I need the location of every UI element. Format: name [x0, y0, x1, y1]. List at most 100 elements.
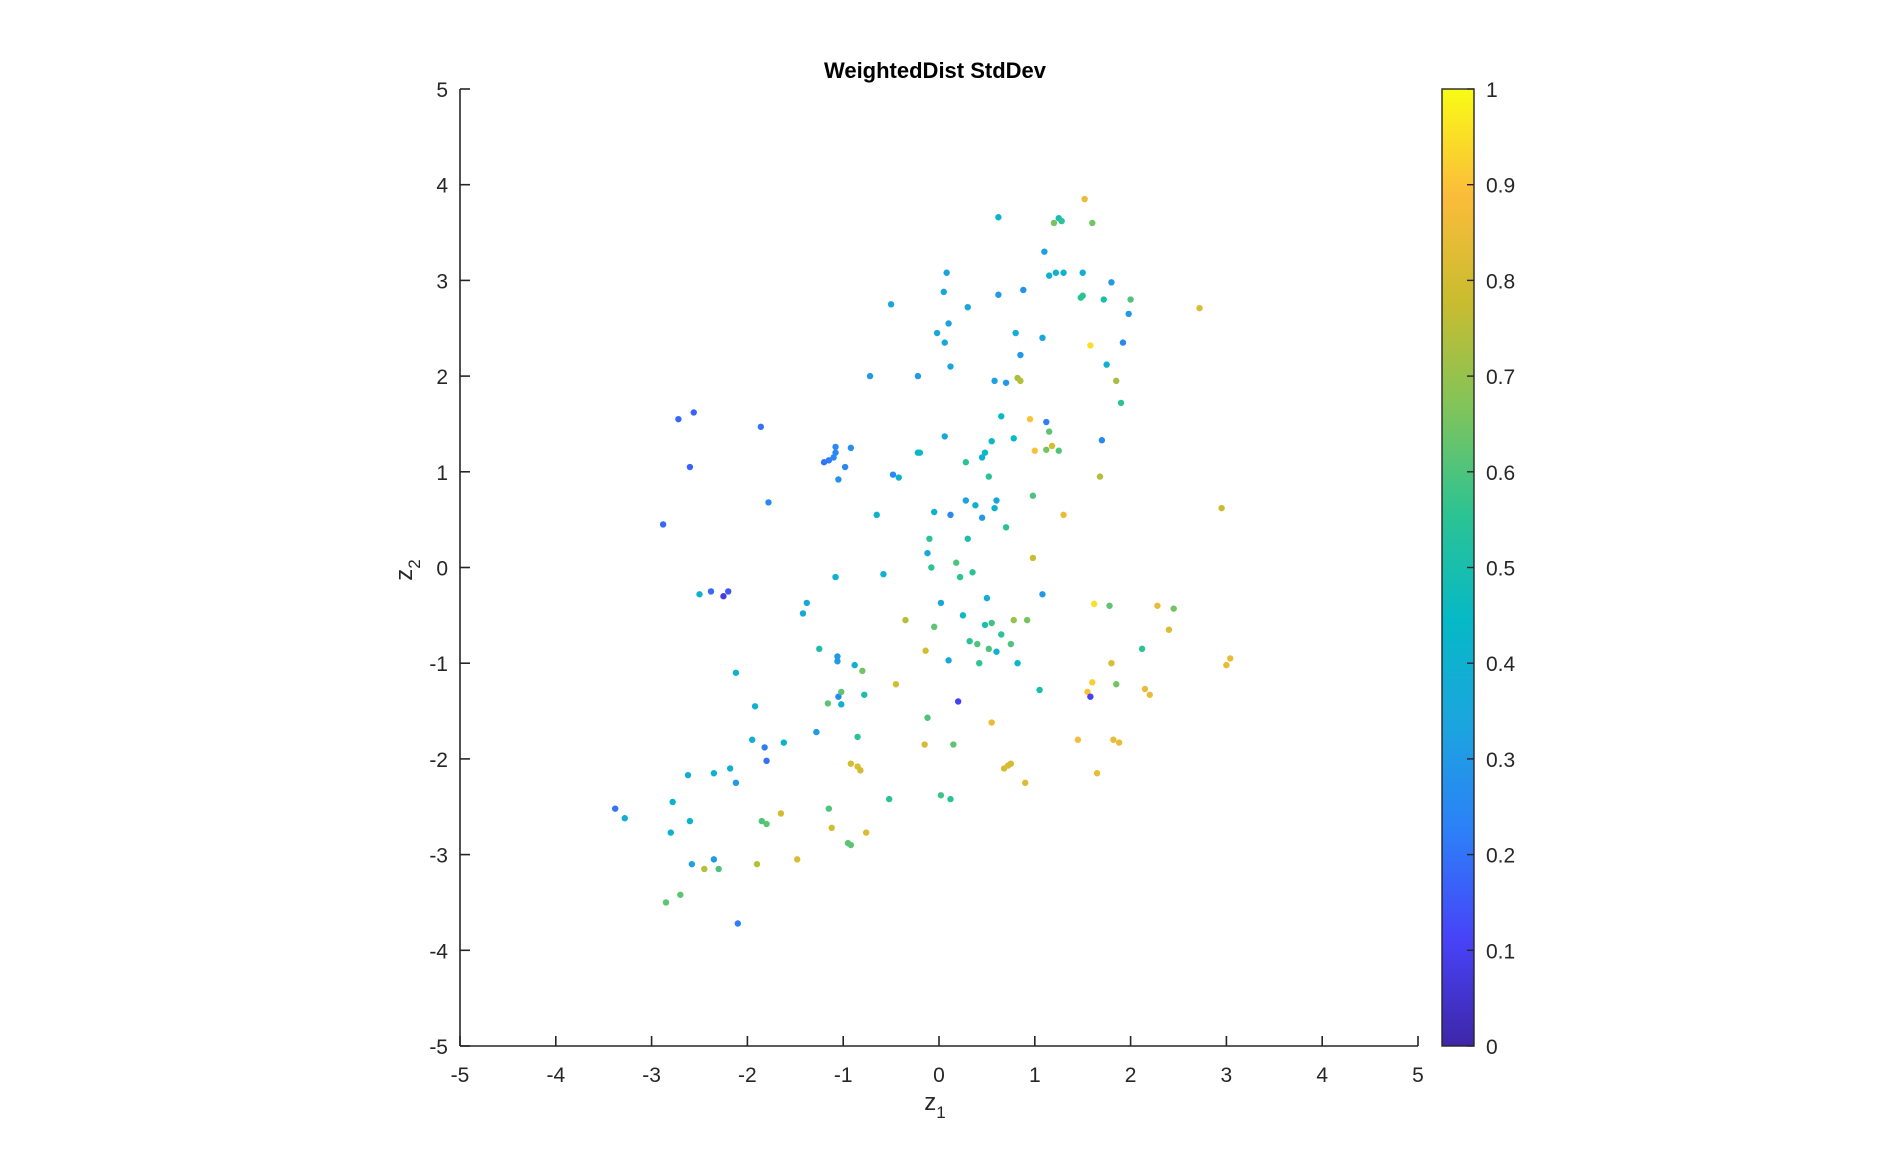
colorbar-tick-label: 0.8 — [1486, 270, 1515, 293]
scatter-point — [820, 459, 828, 466]
scatter-point — [1036, 686, 1043, 694]
scatter-point — [816, 645, 823, 653]
scatter-point — [962, 459, 970, 466]
scatter-point — [1098, 437, 1106, 444]
scatter-point — [1165, 626, 1173, 633]
scatter-point — [866, 372, 874, 380]
scatter-point — [1138, 645, 1146, 653]
scatter-point — [834, 658, 841, 665]
scatter-point — [720, 593, 727, 600]
scatter-point — [943, 269, 950, 276]
scatter-point — [621, 815, 628, 822]
scatter-point — [732, 779, 740, 787]
scatter-point — [887, 301, 895, 308]
scatter-point — [799, 610, 807, 617]
scatter-point — [1007, 640, 1015, 648]
scatter-point — [725, 588, 732, 595]
y-tick-label: -4 — [429, 940, 448, 963]
scatter-point — [991, 377, 998, 385]
scatter-point — [765, 499, 772, 506]
scatter-point — [710, 770, 718, 777]
scatter-point — [1022, 779, 1029, 787]
scatter-point — [1045, 272, 1053, 279]
scatter-point — [696, 591, 703, 598]
scatter-point — [956, 573, 964, 581]
scatter-point — [1089, 679, 1096, 686]
scatter-point — [950, 741, 957, 748]
colorbar: 0 0.1 0.2 0.3 0.4 0.5 0.6 0.7 0.8 0.9 1 — [1441, 79, 1516, 1059]
scatter-point — [1010, 616, 1017, 624]
scatter-point — [1026, 415, 1034, 423]
scatter-point — [1079, 269, 1086, 276]
scatter-point — [838, 688, 845, 696]
scatter-point — [885, 795, 893, 803]
colorbar-tick-label: 0.4 — [1486, 653, 1516, 676]
scatter-point — [1110, 736, 1117, 743]
scatter-point — [1089, 219, 1096, 227]
scatter-point — [1119, 339, 1127, 346]
scatter-point — [1039, 591, 1046, 598]
scatter-point — [873, 511, 880, 519]
scatter-point — [931, 623, 938, 631]
scatter-point — [841, 463, 849, 471]
y-tick-label: -5 — [429, 1036, 448, 1059]
scatter-point — [889, 471, 897, 478]
scatter-point — [1017, 377, 1024, 385]
colorbar-tick-label: 0.9 — [1486, 175, 1515, 198]
scatter-point — [662, 899, 670, 906]
scatter-point — [916, 449, 924, 456]
x-axis-label-subscript: 1 — [936, 1103, 945, 1122]
colorbar-tick-label: 0 — [1486, 1036, 1498, 1059]
scatter-point — [1043, 418, 1050, 426]
data-points — [611, 195, 1234, 927]
scatter-point — [753, 860, 761, 868]
scatter-point — [675, 415, 682, 423]
scatter-point — [828, 824, 835, 832]
scatter-point — [1010, 435, 1017, 442]
scatter-point — [991, 504, 998, 512]
scatter-point — [1023, 616, 1031, 624]
scatter-point — [1113, 681, 1120, 688]
scatter-point — [707, 588, 715, 595]
chart-title: WeightedDist StdDev — [824, 58, 1047, 83]
y-tick-label: 0 — [436, 558, 448, 581]
scatter-point — [1087, 693, 1094, 700]
scatter-point — [835, 476, 842, 483]
x-tick-label: -1 — [834, 1064, 853, 1087]
scatter-point — [688, 860, 696, 868]
scatter-point — [862, 829, 870, 836]
scatter-point — [1218, 504, 1225, 512]
scatter-point — [859, 667, 866, 675]
scatter-point — [726, 765, 734, 772]
scatter-point — [1100, 296, 1107, 303]
scatter-point — [690, 409, 697, 416]
scatter-point — [945, 657, 952, 664]
scatter-point — [832, 573, 839, 581]
scatter-point — [976, 660, 983, 667]
scatter-point — [1196, 304, 1203, 312]
scatter-point — [924, 714, 931, 721]
scatter-point — [794, 856, 801, 863]
scatter-point — [998, 413, 1005, 420]
x-tick-label: -4 — [546, 1064, 565, 1087]
scatter-point — [611, 805, 619, 812]
scatter-point — [777, 810, 785, 817]
scatter-point — [1106, 602, 1113, 609]
scatter-point — [830, 454, 837, 461]
scatter-point — [998, 631, 1005, 638]
x-tick-label: 2 — [1125, 1064, 1137, 1087]
scatter-point — [659, 521, 667, 528]
x-tick-label: 3 — [1221, 1064, 1233, 1087]
y-axis-label-subscript: 2 — [405, 559, 424, 568]
scatter-point — [834, 653, 841, 660]
scatter-point — [1113, 377, 1120, 385]
scatter-point — [947, 795, 954, 803]
scatter-point — [763, 757, 770, 765]
scatter-point — [995, 291, 1002, 298]
scatter-point — [937, 599, 945, 607]
scatter-point — [964, 303, 971, 311]
scatter-point — [1002, 379, 1010, 386]
scatter-point — [751, 703, 759, 710]
scatter-point — [959, 612, 967, 619]
scatter-point — [1079, 292, 1086, 299]
